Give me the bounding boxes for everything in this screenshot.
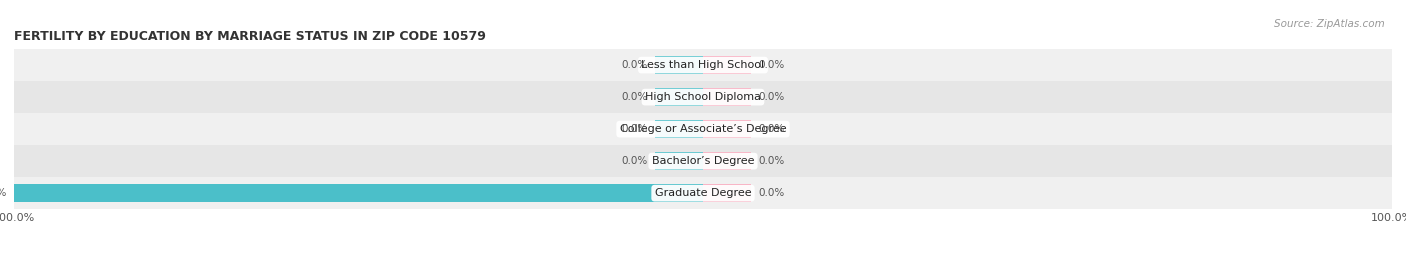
Text: Source: ZipAtlas.com: Source: ZipAtlas.com <box>1274 19 1385 29</box>
Text: 100.0%: 100.0% <box>0 188 7 198</box>
Text: 0.0%: 0.0% <box>758 188 785 198</box>
Bar <box>703 88 751 106</box>
Bar <box>655 56 703 74</box>
Text: FERTILITY BY EDUCATION BY MARRIAGE STATUS IN ZIP CODE 10579: FERTILITY BY EDUCATION BY MARRIAGE STATU… <box>14 30 486 43</box>
Text: 0.0%: 0.0% <box>758 156 785 166</box>
Bar <box>655 120 703 139</box>
Bar <box>703 56 751 74</box>
Bar <box>703 152 751 171</box>
Bar <box>655 152 703 171</box>
Text: 0.0%: 0.0% <box>758 60 785 70</box>
Text: Less than High School: Less than High School <box>641 60 765 70</box>
Text: 0.0%: 0.0% <box>621 60 648 70</box>
Text: High School Diploma: High School Diploma <box>645 92 761 102</box>
Bar <box>14 177 1392 209</box>
Text: College or Associate’s Degree: College or Associate’s Degree <box>620 124 786 134</box>
Text: 0.0%: 0.0% <box>758 124 785 134</box>
Bar <box>703 120 751 139</box>
Text: Bachelor’s Degree: Bachelor’s Degree <box>652 156 754 166</box>
Bar <box>14 184 703 203</box>
Bar <box>655 88 703 106</box>
Bar <box>14 145 1392 177</box>
Text: 0.0%: 0.0% <box>621 124 648 134</box>
Bar <box>14 81 1392 113</box>
Text: 0.0%: 0.0% <box>621 92 648 102</box>
Bar <box>703 184 751 203</box>
Text: 0.0%: 0.0% <box>758 92 785 102</box>
Text: Graduate Degree: Graduate Degree <box>655 188 751 198</box>
Bar <box>14 113 1392 145</box>
Bar <box>14 49 1392 81</box>
Text: 0.0%: 0.0% <box>621 156 648 166</box>
